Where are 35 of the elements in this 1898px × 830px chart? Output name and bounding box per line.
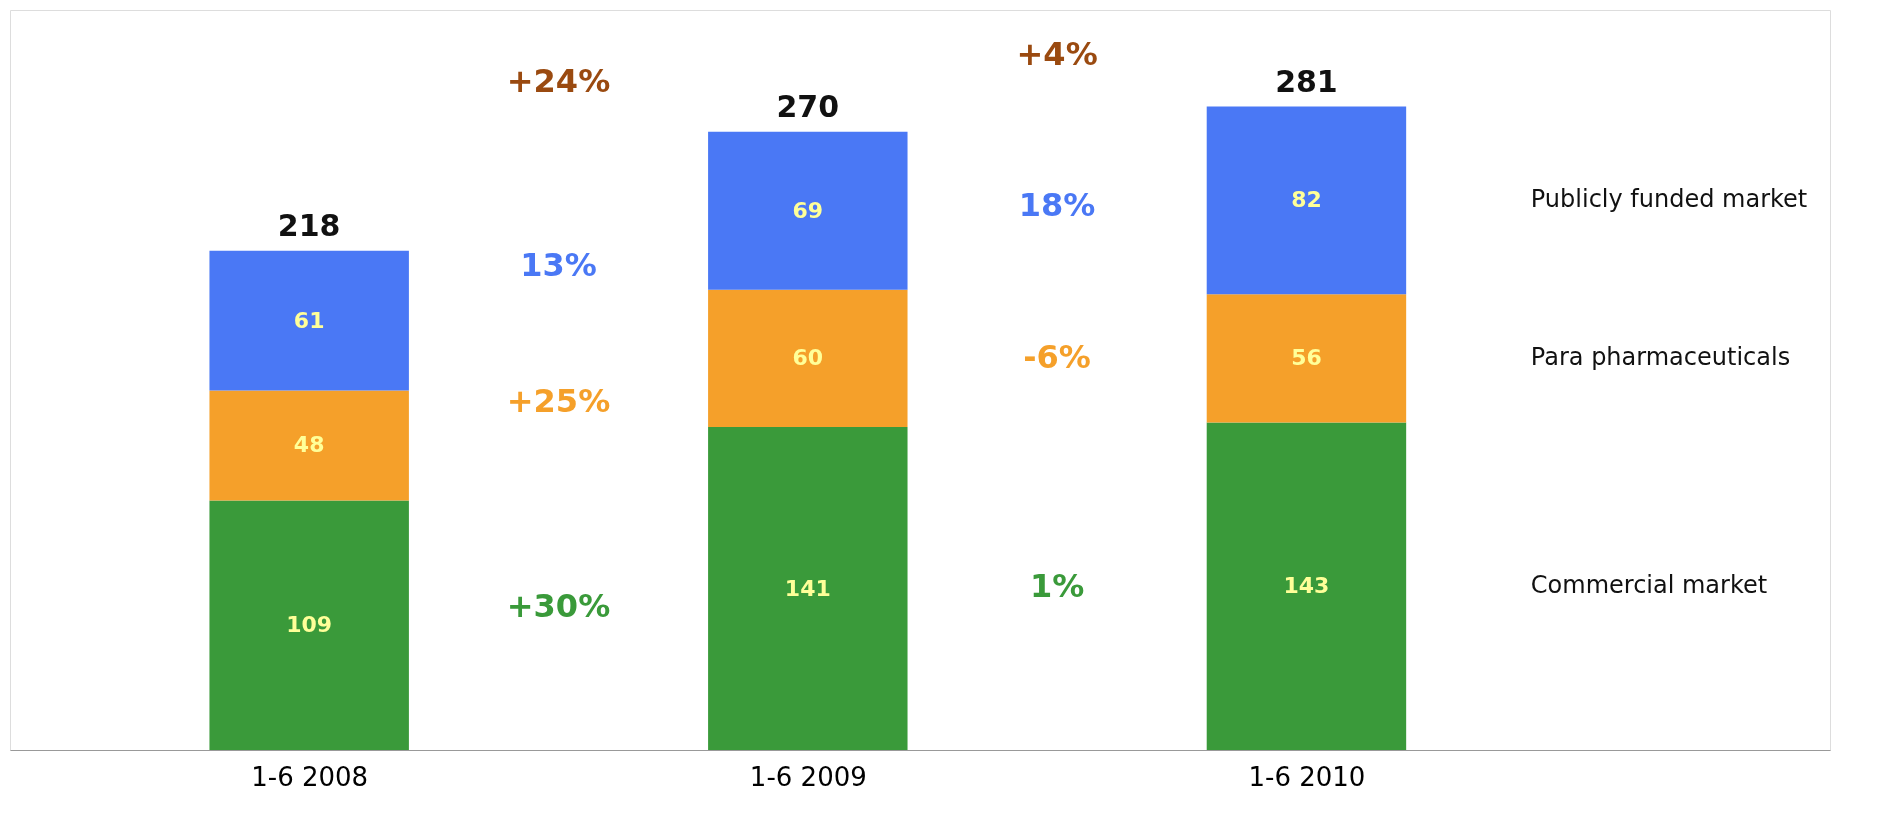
x-tick-label: 1-6 2008: [251, 761, 369, 792]
total-label: 281: [1275, 63, 1338, 99]
data-label: 143: [1283, 573, 1330, 599]
data-label: 56: [1291, 345, 1322, 371]
annotation: 18%: [1018, 185, 1096, 224]
annotation: -6%: [1023, 338, 1091, 377]
annotation: +30%: [506, 586, 611, 625]
annotation: +25%: [506, 381, 611, 420]
annotation: 13%: [520, 245, 597, 284]
annotation: 1%: [1029, 567, 1085, 606]
text: Para pharmaceuticals: [1530, 343, 1791, 372]
bar: [708, 289, 908, 428]
text: Publicly funded market: [1530, 185, 1808, 214]
text: Commercial market: [1530, 571, 1768, 600]
bar: [1206, 294, 1407, 423]
total-label: 270: [776, 88, 840, 124]
data-label: 141: [784, 575, 831, 601]
data-label: 48: [293, 432, 325, 458]
data-label: 69: [792, 197, 824, 223]
text: +4%: [1016, 35, 1098, 74]
x-tick-label: 1-6 2010: [1248, 761, 1366, 792]
bar: [209, 390, 409, 501]
bar: [708, 427, 908, 750]
bar: [1206, 106, 1407, 295]
data-label: 60: [792, 345, 824, 371]
data-label: 109: [286, 612, 333, 638]
data-label: 61: [293, 307, 325, 333]
x-tick-label: 1-6 2009: [749, 761, 867, 792]
bar: [209, 500, 409, 750]
data-label: 82: [1291, 187, 1322, 213]
bar: [1206, 422, 1407, 750]
bar: [708, 131, 908, 290]
bar: [209, 250, 409, 391]
total-label: 218: [277, 207, 341, 243]
text: +24%: [506, 62, 611, 101]
